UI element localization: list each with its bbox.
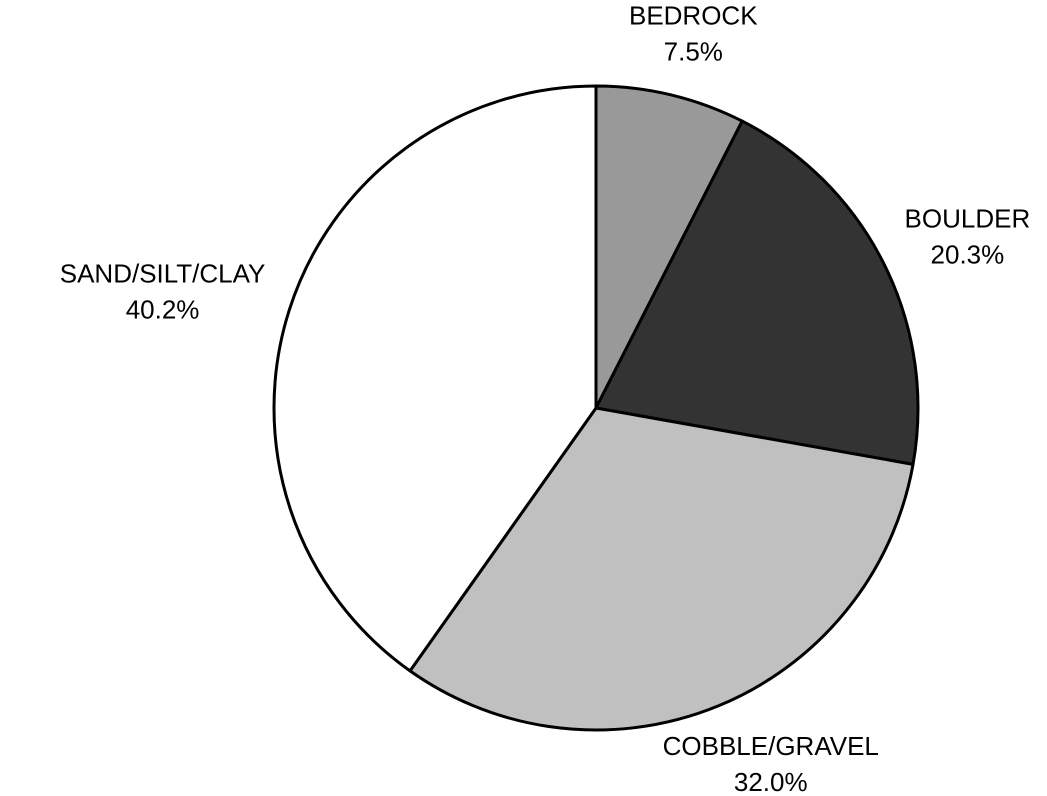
- value-label: 20.3%: [931, 239, 1005, 269]
- slice-label: BEDROCK 7.5%: [629, 1, 758, 67]
- value-label: 40.2%: [126, 294, 200, 324]
- pie-slice: [272, 84, 598, 673]
- slice-label: COBBLE/GRAVEL 32.0%: [663, 731, 879, 796]
- slice-label: BOULDER 20.3%: [905, 203, 1031, 269]
- category-label: BOULDER: [905, 203, 1031, 233]
- category-label: COBBLE/GRAVEL: [663, 731, 879, 761]
- pie-slice: [594, 119, 920, 466]
- pie-slice: [594, 84, 744, 410]
- pie-slice: [408, 406, 915, 732]
- value-label: 32.0%: [734, 767, 808, 796]
- value-label: 7.5%: [664, 37, 723, 67]
- category-label: BEDROCK: [629, 1, 758, 31]
- slice-label: SAND/SILT/CLAY 40.2%: [60, 258, 266, 324]
- category-label: SAND/SILT/CLAY: [60, 258, 266, 288]
